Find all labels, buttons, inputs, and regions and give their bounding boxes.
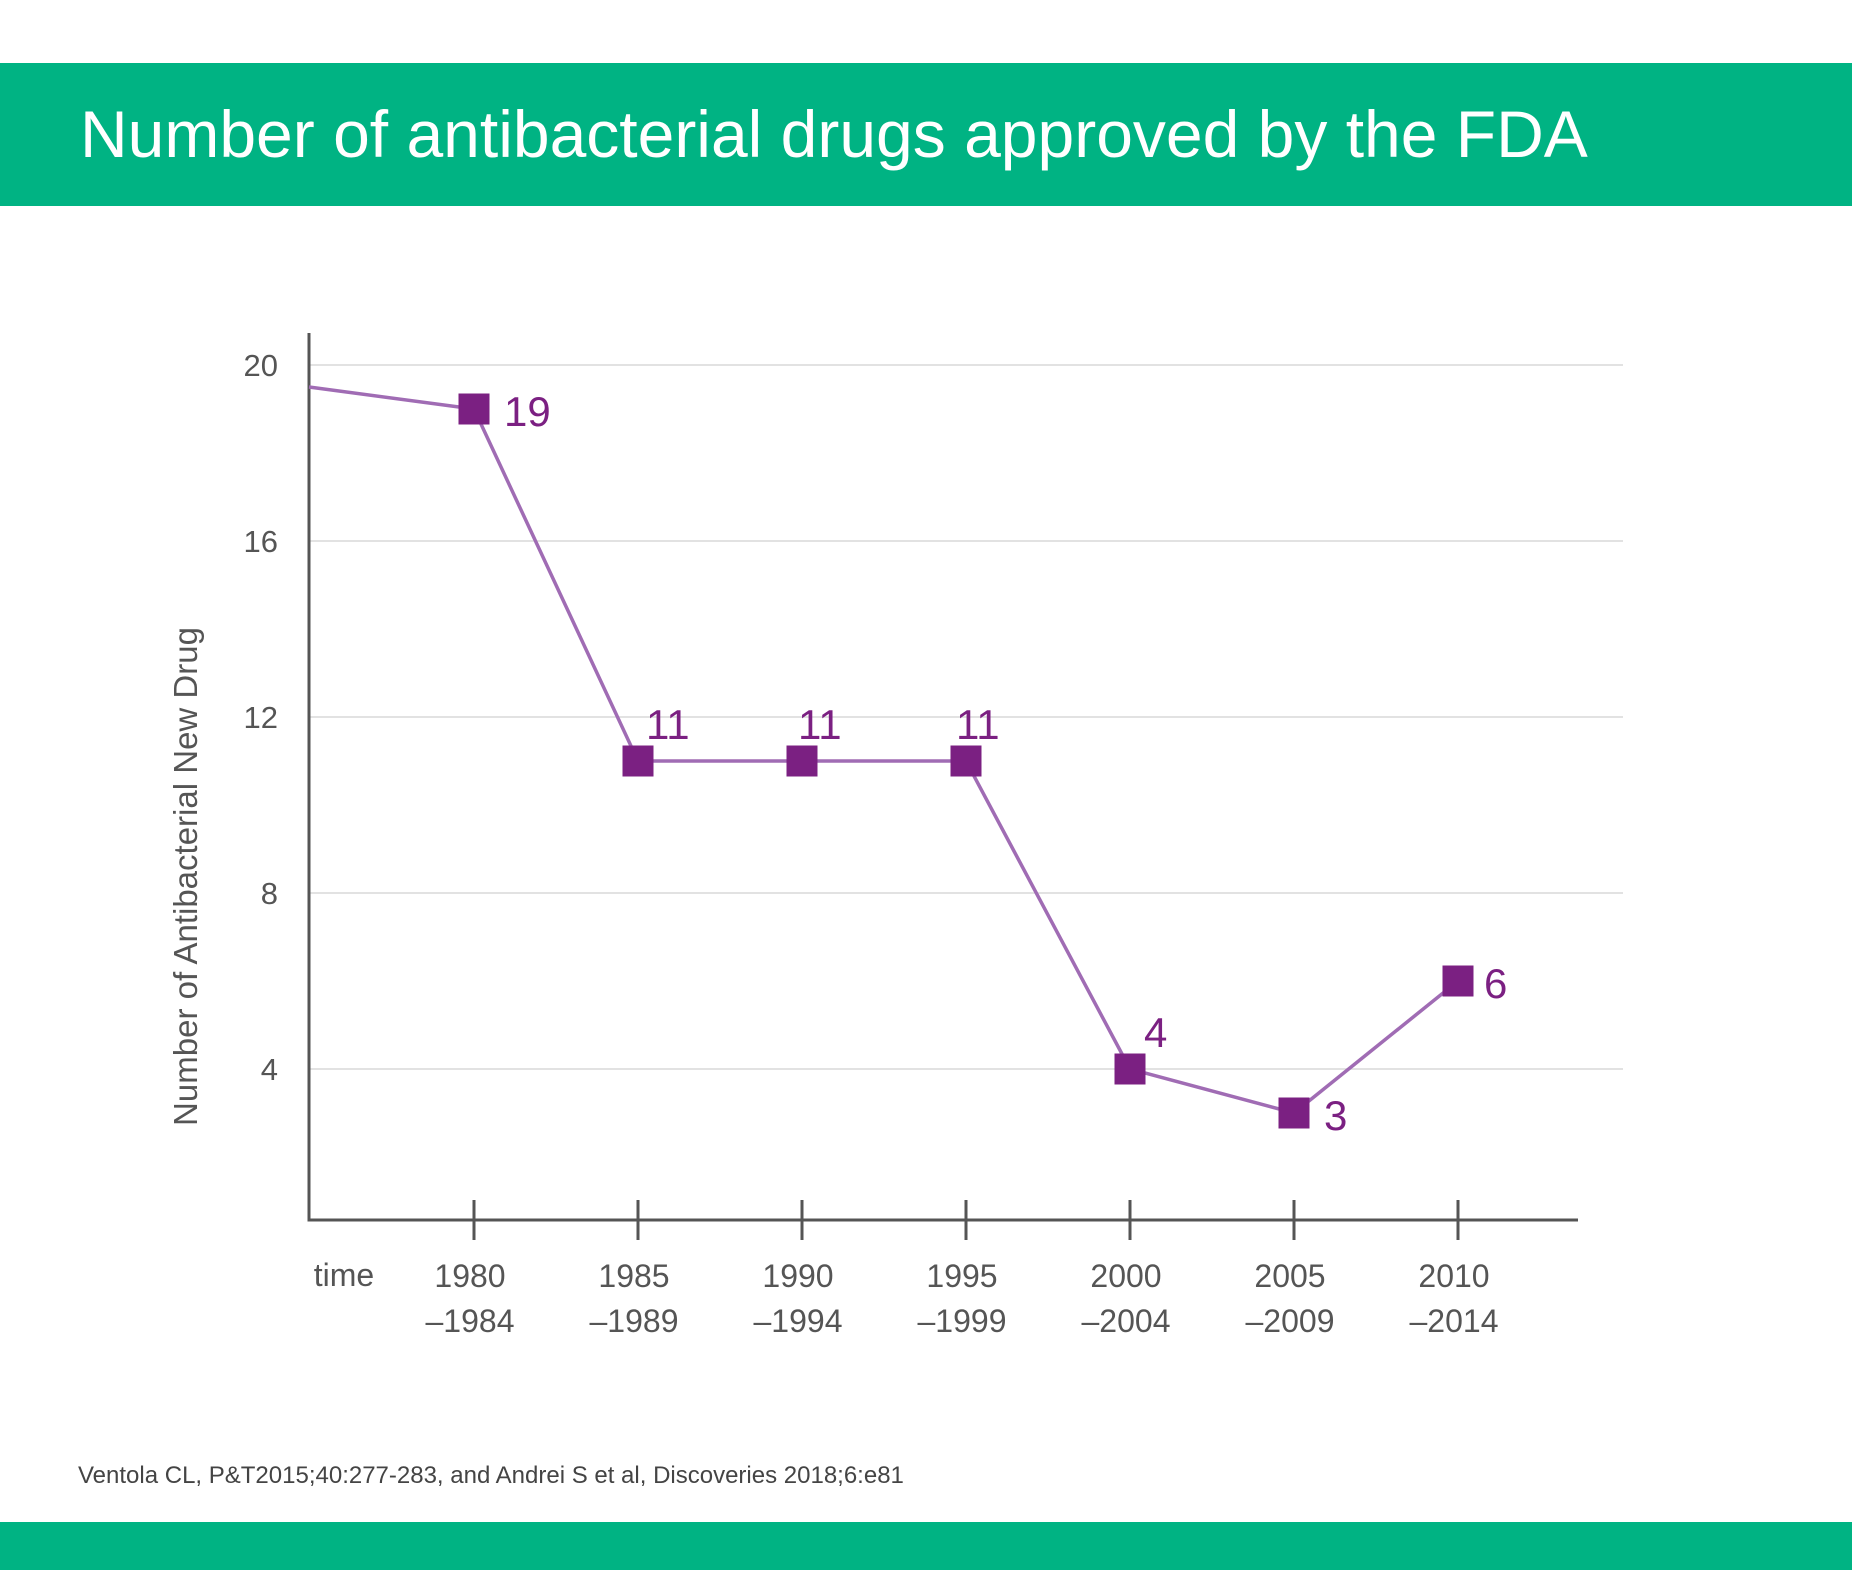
data-label: 11 bbox=[798, 701, 842, 748]
data-point-marker bbox=[950, 745, 982, 777]
x-tick-label: 1980 bbox=[434, 1258, 505, 1294]
x-tick-label: 1990 bbox=[762, 1258, 833, 1294]
labels: 4 8 12 16 20 Number of Antibacterial New Drug… bbox=[167, 348, 1507, 1339]
y-axis-label: Number of Antibacterial New Drug bbox=[167, 627, 204, 1126]
data-point-marker bbox=[1278, 1097, 1310, 1129]
data-label: 6 bbox=[1484, 960, 1507, 1007]
y-tick-label: 4 bbox=[261, 1052, 278, 1087]
y-tick-label: 16 bbox=[244, 524, 278, 559]
x-tick-label: –2004 bbox=[1082, 1303, 1171, 1339]
data-label: 11 bbox=[956, 701, 1000, 748]
axes bbox=[307, 333, 1578, 1240]
series-line bbox=[308, 385, 1460, 1115]
data-point-marker bbox=[458, 393, 490, 425]
data-point-marker bbox=[1442, 965, 1474, 997]
y-tick-label: 20 bbox=[244, 348, 278, 383]
data-label: 11 bbox=[646, 701, 690, 748]
source-citation: Ventola CL, P&T2015;40:277-283, and Andr… bbox=[78, 1462, 904, 1489]
data-label: 19 bbox=[504, 388, 551, 435]
y-tick-label: 8 bbox=[261, 876, 278, 911]
data-point-marker bbox=[1114, 1053, 1146, 1085]
data-point-marker bbox=[786, 745, 818, 777]
y-tick-label: 12 bbox=[244, 700, 278, 735]
x-tick-label: –2014 bbox=[1410, 1303, 1499, 1339]
series bbox=[308, 385, 1474, 1129]
data-point-marker bbox=[622, 745, 654, 777]
x-tick-label: 1995 bbox=[926, 1258, 997, 1294]
x-tick-label: –1994 bbox=[754, 1303, 843, 1339]
gridlines bbox=[309, 364, 1623, 1070]
line-chart: 4 8 12 16 20 Number of Antibacterial New Drug… bbox=[167, 333, 1623, 1339]
x-tick-label: 2010 bbox=[1418, 1258, 1489, 1294]
bottom-band bbox=[0, 1522, 1852, 1570]
chart-title: Number of antibacterial drugs approved b… bbox=[80, 97, 1588, 171]
data-label: 3 bbox=[1324, 1092, 1347, 1139]
x-axis-label: time bbox=[314, 1257, 374, 1293]
x-tick-label: –1984 bbox=[426, 1303, 515, 1339]
title-band: Number of antibacterial drugs approved b… bbox=[0, 63, 1852, 206]
x-tick-label: 1985 bbox=[598, 1258, 669, 1294]
x-tick-label: –1999 bbox=[918, 1303, 1007, 1339]
x-tick-label: –1989 bbox=[590, 1303, 679, 1339]
data-label: 4 bbox=[1144, 1009, 1167, 1056]
x-tick-label: –2009 bbox=[1246, 1303, 1335, 1339]
x-tick-label: 2005 bbox=[1254, 1258, 1325, 1294]
x-tick-label: 2000 bbox=[1090, 1258, 1161, 1294]
